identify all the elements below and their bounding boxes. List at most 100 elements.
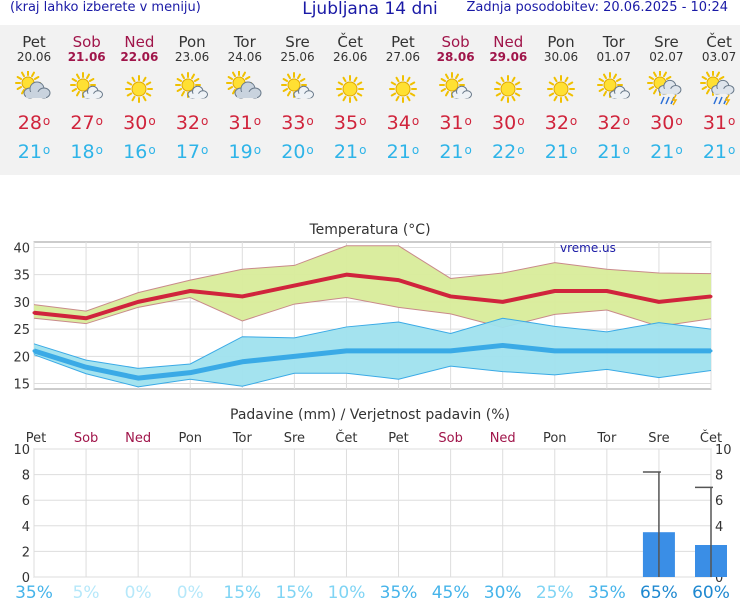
min-temp-point	[188, 371, 192, 375]
max-temp-value: 30	[123, 112, 148, 134]
degree-sign: o	[569, 143, 578, 157]
max-temp: 34o	[377, 111, 429, 135]
day-column: Pet 27.06 34o 21o	[377, 25, 429, 164]
min-temp: 21o	[324, 140, 376, 164]
day-name: Ned	[124, 33, 155, 51]
max-temp: 32o	[588, 111, 640, 135]
sun-cloud-icon	[175, 72, 209, 99]
day-column: Tor 01.07 32o 21o	[588, 25, 640, 164]
max-temp-point	[344, 273, 348, 277]
degree-sign: o	[622, 143, 630, 157]
min-temp-value: 21	[17, 141, 42, 163]
chart-title: Temperatura (°C)	[308, 222, 430, 238]
day-date: 29.06	[489, 50, 528, 64]
degree-sign: o	[201, 114, 209, 128]
precip-probability-label: 35%	[588, 583, 626, 600]
day-date: 02.07	[649, 50, 684, 64]
x-day-label: Pet	[388, 431, 408, 446]
max-temp: 32o	[535, 111, 587, 135]
min-temp-line	[33, 342, 711, 381]
day-name: Pon	[178, 33, 206, 51]
sun-cloud-icon	[438, 72, 472, 99]
precip-probability-label: 45%	[432, 583, 470, 600]
min-temp-point	[240, 360, 244, 364]
min-temp: 21o	[377, 140, 429, 164]
y-tick-label-right: 0	[715, 571, 723, 586]
y-tick-label-right: 4	[715, 520, 723, 535]
degree-sign: o	[464, 143, 472, 157]
max-temp: 30o	[482, 111, 534, 135]
max-temp-value: 35	[333, 112, 359, 134]
sun-cloud-icon	[69, 72, 103, 99]
degree-sign: o	[148, 114, 156, 128]
precip-probability-label: 35%	[380, 583, 418, 600]
max-temp: 30o	[640, 111, 692, 135]
day-date: 01.07	[596, 50, 631, 64]
max-temp-value: 32	[597, 112, 622, 134]
x-day-label: Sre	[648, 431, 669, 446]
day-date: 28.06	[436, 50, 475, 64]
y-tick-label-left: 0	[22, 571, 30, 586]
y-tick-label-right: 8	[715, 469, 723, 484]
min-temp-point	[292, 354, 296, 358]
day-date: 20.06	[16, 50, 52, 64]
degree-sign: o	[95, 143, 103, 157]
x-day-label: Tor	[232, 431, 253, 446]
min-temp-value: 21	[544, 141, 569, 163]
max-temp-point	[188, 289, 192, 293]
chart-title: Padavine (mm) / Verjetnost padavin (%)	[230, 407, 510, 423]
day-name: Čet	[337, 33, 363, 51]
day-column: Sre 25.06 33o 20o	[272, 25, 324, 164]
y-tick-label: 30	[13, 296, 30, 311]
day-name: Pon	[547, 33, 575, 51]
y-tick-label: 35	[13, 269, 30, 284]
max-temp-value: 32	[544, 112, 569, 134]
x-day-label: Ned	[125, 431, 151, 446]
min-temp-point	[32, 349, 36, 353]
min-temp-value: 22	[492, 141, 517, 163]
day-date: 22.06	[120, 50, 159, 64]
min-temp: 21o	[430, 140, 482, 164]
temperature-chart: Temperatura (°C) 15 20 25 30 35 40 vreme.us	[13, 222, 713, 393]
min-temp-point	[397, 349, 401, 353]
day-name: Čet	[706, 33, 732, 51]
x-day-label: Sob	[74, 431, 98, 446]
last-updated: Zadnja posodobitev: 20.06.2025 - 10:24	[466, 0, 728, 15]
x-day-label: Pet	[26, 431, 46, 446]
degree-sign: o	[517, 143, 525, 157]
day-column: Sob 28.06 31o 21o	[430, 25, 482, 164]
min-temp-value: 21	[439, 141, 464, 163]
max-temp-point	[657, 300, 661, 304]
max-temp-point	[136, 300, 140, 304]
y-tick-label: 25	[13, 323, 30, 338]
max-temp-value: 27	[70, 112, 95, 134]
day-name: Pet	[391, 33, 415, 51]
precip-probability-label: 35%	[15, 583, 53, 600]
sun-icon	[547, 75, 575, 103]
max-temp: 31o	[693, 111, 740, 135]
day-date: 25.06	[280, 50, 315, 64]
max-temp-line	[33, 272, 712, 321]
precip-probability-label: 5%	[73, 583, 100, 600]
max-temp-range-band	[34, 245, 711, 328]
day-column: Pet 20.06 28o 21o	[8, 25, 60, 164]
min-temp-point	[709, 349, 713, 353]
max-temp-point	[605, 289, 609, 293]
day-column: Sre 02.07 30o 21o	[640, 25, 692, 164]
min-temp-value: 16	[123, 141, 148, 163]
y-tick-label-right: 10	[715, 443, 732, 458]
day-date: 27.06	[385, 50, 421, 64]
y-tick-label: 20	[13, 350, 30, 365]
page-title: Ljubljana 14 dni	[302, 0, 438, 19]
y-tick-label-left: 10	[13, 443, 30, 458]
min-temp-point	[84, 365, 88, 369]
max-temp-value: 30	[492, 112, 517, 134]
degree-sign: o	[42, 114, 51, 128]
min-temp-value: 21	[702, 141, 728, 163]
max-temp-point	[292, 284, 296, 288]
partly-cloudy-icon	[225, 71, 262, 99]
x-day-label: Tor	[596, 431, 617, 446]
degree-sign: o	[201, 143, 209, 157]
max-temp-point	[553, 289, 557, 293]
y-tick-label-left: 6	[22, 494, 30, 509]
